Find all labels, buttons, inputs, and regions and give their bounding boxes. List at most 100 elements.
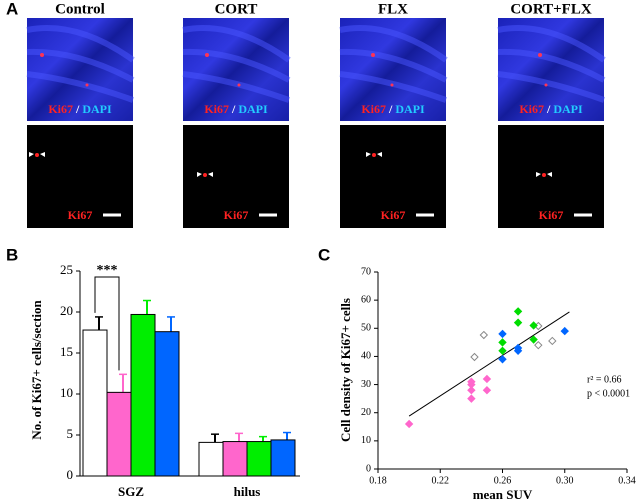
column-title: FLX: [378, 1, 408, 17]
data-point: [534, 340, 543, 350]
panel-label: A: [6, 0, 18, 18]
x-tick-label: 0.22: [432, 475, 450, 486]
image-label-part: DAPI: [553, 102, 583, 116]
column-title: CORT+FLX: [510, 1, 592, 17]
y-axis-label: Cell density of Ki67+ cells: [338, 298, 353, 442]
data-point: [498, 329, 507, 339]
data-point: [513, 307, 523, 316]
image-label-part: Ki67: [361, 102, 386, 116]
image-label: Ki67: [539, 208, 564, 222]
data-point: [560, 326, 569, 336]
red-cell: [35, 153, 39, 157]
cell-layer: [339, 71, 448, 103]
data-point: [467, 394, 476, 403]
image-label: Ki67/DAPI: [48, 102, 112, 116]
y-axis-label: No. of Ki67+ cells/section: [29, 299, 44, 439]
arrowhead: [536, 172, 552, 177]
arrowhead: [29, 152, 45, 157]
red-cell: [538, 53, 542, 57]
x-tick-label: 0.26: [494, 475, 512, 486]
significance-bracket: [94, 276, 120, 371]
data-point: [529, 321, 538, 330]
red-cell: [544, 83, 548, 87]
column-title: Control: [55, 1, 105, 17]
ki67-image: [27, 125, 133, 228]
cell-layer: [497, 48, 606, 83]
y-tick-label: 5: [67, 426, 74, 441]
bar: [130, 313, 156, 477]
data-point: [404, 419, 414, 429]
image-label-part: Ki67: [204, 102, 229, 116]
red-cell: [40, 53, 44, 57]
data-point: [529, 335, 538, 344]
stat-annotation: r² = 0.66: [587, 374, 621, 385]
cell-layer: [497, 71, 606, 103]
data-point: [548, 336, 557, 346]
x-tick-label: 0.18: [369, 475, 387, 486]
red-cell: [237, 83, 241, 87]
image-label-part: /: [231, 102, 236, 116]
red-cell: [371, 53, 375, 57]
bar: [82, 329, 108, 477]
cell-layer: [182, 25, 291, 63]
data-point: [498, 338, 507, 347]
cell-layer: [26, 25, 135, 63]
image-label-part: DAPI: [82, 102, 112, 116]
image-label-part: /: [546, 102, 551, 116]
y-tick-label: 30: [361, 379, 371, 390]
cell-layer: [182, 71, 291, 103]
significance-label: ***: [97, 263, 118, 278]
data-point: [482, 385, 492, 395]
column-title: CORT: [215, 1, 258, 17]
data-point: [470, 352, 479, 362]
red-cell: [203, 173, 207, 177]
image-label-part: DAPI: [238, 102, 268, 116]
image-label-part: DAPI: [395, 102, 425, 116]
y-tick-label: 15: [60, 344, 73, 359]
data-point: [482, 374, 492, 384]
trend-line: [408, 311, 570, 417]
x-axis-label: mean SUV: [473, 487, 533, 502]
arrowhead: [197, 172, 213, 177]
cell-layer: [26, 71, 135, 103]
data-point: [467, 385, 476, 395]
image-label: Ki67: [224, 208, 249, 222]
ki67-image: [340, 125, 446, 228]
red-cell: [390, 83, 394, 87]
panel-label: B: [6, 245, 18, 264]
red-cell: [205, 53, 209, 57]
y-tick-label: 60: [361, 294, 371, 305]
y-tick-label: 40: [361, 351, 371, 362]
y-tick-label: 25: [60, 262, 73, 277]
bar: [198, 441, 224, 477]
image-label-part: Ki67: [48, 102, 73, 116]
y-tick-label: 70: [361, 266, 371, 277]
image-label: Ki67/DAPI: [519, 102, 583, 116]
data-point: [513, 318, 523, 327]
stat-annotation: p < 0.0001: [587, 388, 630, 399]
image-label: Ki67/DAPI: [361, 102, 425, 116]
y-tick-label: 20: [60, 303, 73, 318]
data-point: [467, 377, 476, 386]
image-label-part: /: [388, 102, 393, 116]
arrowhead: [366, 152, 382, 157]
image-label: Ki67: [68, 208, 93, 222]
cell-layer: [497, 25, 606, 63]
cell-layer: [182, 48, 291, 83]
y-tick-label: 0: [67, 467, 74, 482]
red-cell: [542, 173, 546, 177]
bar: [270, 439, 296, 477]
red-cell: [85, 83, 89, 87]
y-tick-label: 0: [366, 463, 371, 474]
x-tick-label: SGZ: [118, 484, 144, 499]
cell-layer: [339, 48, 448, 83]
cell-layer: [26, 48, 135, 83]
x-tick-label: 0.34: [618, 475, 636, 486]
y-tick-label: 10: [60, 385, 73, 400]
image-label: Ki67: [381, 208, 406, 222]
data-point: [479, 330, 489, 340]
ki67-image: [498, 125, 604, 228]
bar: [246, 441, 272, 477]
y-tick-label: 20: [361, 407, 371, 418]
